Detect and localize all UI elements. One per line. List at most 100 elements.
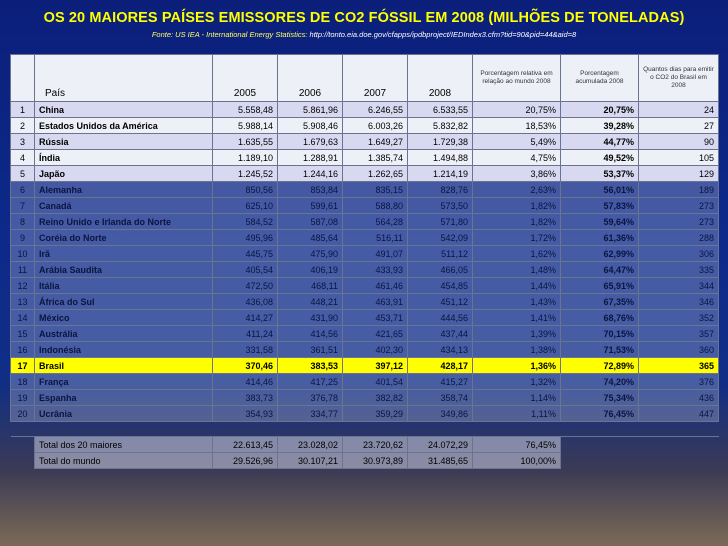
cell-n: 11 — [10, 261, 35, 278]
cell-pct: 20,75% — [472, 101, 561, 118]
cell-pais: Arábia Saudita — [34, 261, 213, 278]
total-cell-y2007: 23.720,62 — [342, 436, 408, 453]
cell-n: 17 — [10, 357, 35, 374]
emissions-table: País 2005 2006 2007 2008 Porcentagem rel… — [10, 54, 719, 469]
cell-acum: 49,52% — [560, 149, 639, 166]
cell-y2005: 5.558,48 — [212, 101, 278, 118]
cell-y2006: 334,77 — [277, 405, 343, 422]
cell-n: 13 — [10, 293, 35, 310]
page-title: OS 20 MAIORES PAÍSES EMISSORES DE CO2 FÓ… — [43, 10, 685, 26]
header-rank — [10, 54, 35, 102]
header-acum: Porcentagem acumulada 2008 — [560, 54, 639, 102]
cell-y2008: 1.729,38 — [407, 133, 473, 150]
cell-acum: 67,35% — [560, 293, 639, 310]
header-pais: País — [34, 54, 213, 102]
cell-pais: Índia — [34, 149, 213, 166]
cell-y2008: 444,56 — [407, 309, 473, 326]
cell-y2005: 414,27 — [212, 309, 278, 326]
cell-y2008: 454,85 — [407, 277, 473, 294]
cell-y2005: 625,10 — [212, 197, 278, 214]
cell-y2008: 466,05 — [407, 261, 473, 278]
cell-dias: 129 — [638, 165, 719, 182]
cell-pais: Itália — [34, 277, 213, 294]
cell-y2006: 468,11 — [277, 277, 343, 294]
table-row: 14 México 414,27 431,90 453,71 444,56 1,41% 68,… — [10, 309, 719, 326]
cell-dias: 360 — [638, 341, 719, 358]
cell-y2007: 6.246,55 — [342, 101, 408, 118]
cell-pct: 1,82% — [472, 197, 561, 214]
cell-pct: 1,32% — [472, 373, 561, 390]
source-label: Fonte: US IEA - International Energy Sta… — [151, 30, 308, 39]
cell-n: 19 — [10, 389, 35, 406]
cell-pct: 1,38% — [472, 341, 561, 358]
header-pct: Porcentagem relativa em relação ao mundo… — [472, 54, 561, 102]
header-2008: 2008 — [407, 54, 473, 102]
cell-n: 5 — [10, 165, 35, 182]
cell-y2008: 828,76 — [407, 181, 473, 198]
cell-acum: 68,76% — [560, 309, 639, 326]
cell-y2006: 376,78 — [277, 389, 343, 406]
cell-y2006: 485,64 — [277, 229, 343, 246]
cell-acum: 72,89% — [560, 357, 639, 374]
total-cell-pct: 100,00% — [472, 452, 561, 469]
cell-y2006: 5.861,96 — [277, 101, 343, 118]
cell-y2006: 361,51 — [277, 341, 343, 358]
cell-pct: 1,48% — [472, 261, 561, 278]
cell-y2005: 331,58 — [212, 341, 278, 358]
cell-dias: 365 — [638, 357, 719, 374]
cell-pct: 1,14% — [472, 389, 561, 406]
total-row: Total do mundo 29.526,96 30.107,21 30.973,8… — [11, 452, 719, 469]
cell-n: 4 — [10, 149, 35, 166]
cell-y2005: 850,56 — [212, 181, 278, 198]
table-row: 7 Canadá 625,10 599,61 588,80 573,50 1,82% 57,8… — [10, 197, 719, 214]
table-row: 1 China 5.558,48 5.861,96 6.246,55 6.533,55 20… — [10, 101, 719, 118]
cell-y2008: 415,27 — [407, 373, 473, 390]
table-row: 3 Rússia 1.635,55 1.679,63 1.649,27 1.729,38 5… — [10, 133, 719, 150]
cell-y2008: 5.832,82 — [407, 117, 473, 134]
cell-dias: 189 — [638, 181, 719, 198]
cell-pais: Japão — [34, 165, 213, 182]
cell-y2007: 588,80 — [342, 197, 408, 214]
cell-y2008: 349,86 — [407, 405, 473, 422]
table-row: 8 Reino Unido e Irlanda do Norte 584,52 587… — [10, 213, 719, 230]
total-cell-y2005: 29.526,96 — [212, 452, 278, 469]
cell-y2007: 401,54 — [342, 373, 408, 390]
cell-pct: 1,36% — [472, 357, 561, 374]
table-row: 18 França 414,46 417,25 401,54 415,27 1,32% 74,… — [10, 373, 719, 390]
cell-y2006: 431,90 — [277, 309, 343, 326]
cell-y2006: 417,25 — [277, 373, 343, 390]
cell-pais: México — [34, 309, 213, 326]
cell-n: 3 — [10, 133, 35, 150]
cell-y2007: 421,65 — [342, 325, 408, 342]
cell-dias: 447 — [638, 405, 719, 422]
cell-y2008: 1.494,88 — [407, 149, 473, 166]
cell-y2006: 599,61 — [277, 197, 343, 214]
total-cell-y2006: 23.028,02 — [277, 436, 343, 453]
cell-y2007: 402,30 — [342, 341, 408, 358]
cell-pct: 1,62% — [472, 245, 561, 262]
cell-y2005: 1.245,52 — [212, 165, 278, 182]
cell-y2008: 6.533,55 — [407, 101, 473, 118]
cell-y2007: 564,28 — [342, 213, 408, 230]
cell-n: 8 — [10, 213, 35, 230]
cell-pais: França — [34, 373, 213, 390]
cell-n: 7 — [10, 197, 35, 214]
cell-y2007: 516,11 — [342, 229, 408, 246]
cell-pct: 1,39% — [472, 325, 561, 342]
total-cell-y2008: 24.072,29 — [407, 436, 473, 453]
cell-y2005: 414,46 — [212, 373, 278, 390]
cell-dias: 335 — [638, 261, 719, 278]
cell-pct: 1,43% — [472, 293, 561, 310]
cell-acum: 70,15% — [560, 325, 639, 342]
total-cell-y2008: 31.485,65 — [407, 452, 473, 469]
cell-dias: 273 — [638, 213, 719, 230]
cell-dias: 357 — [638, 325, 719, 342]
table-row: 11 Arábia Saudita 405,54 406,19 433,93 466,05… — [10, 261, 719, 278]
cell-n: 6 — [10, 181, 35, 198]
cell-dias: 344 — [638, 277, 719, 294]
total-cell-pct: 76,45% — [472, 436, 561, 453]
cell-dias: 105 — [638, 149, 719, 166]
table-row: 15 Austrália 411,24 414,56 421,65 437,44 1,39%… — [10, 325, 719, 342]
cell-y2008: 511,12 — [407, 245, 473, 262]
cell-dias: 90 — [638, 133, 719, 150]
